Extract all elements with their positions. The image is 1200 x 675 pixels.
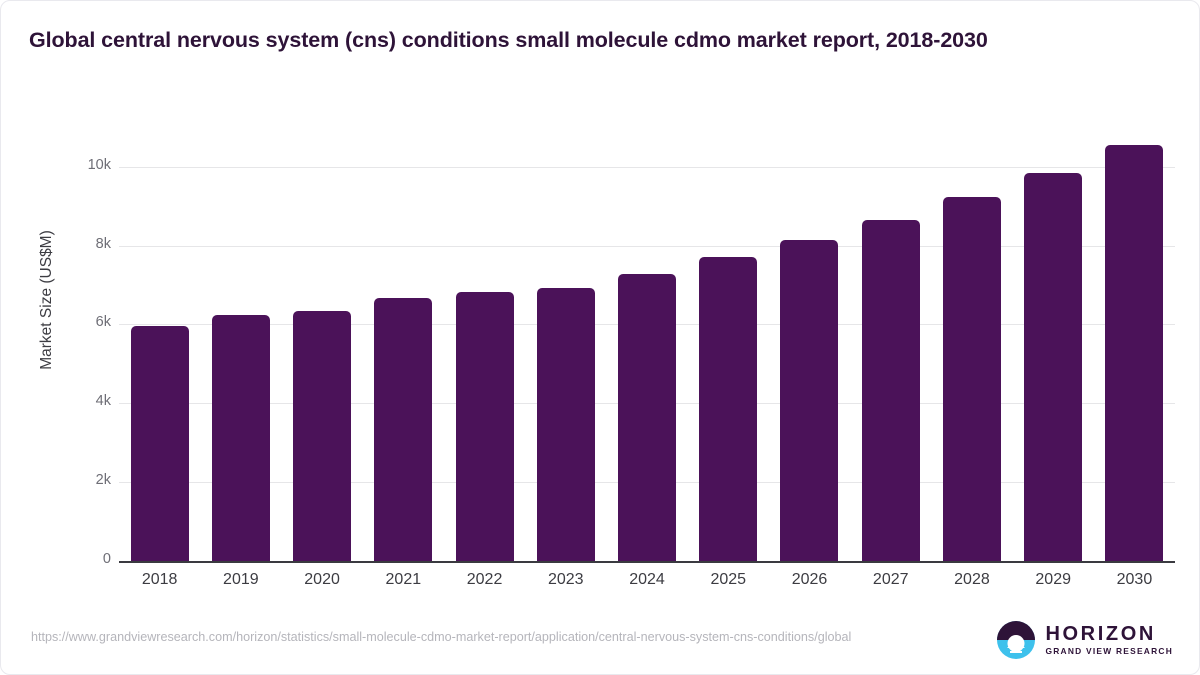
logo-text-block: HORIZON GRAND VIEW RESEARCH <box>1045 624 1173 655</box>
y-tick-label: 8k <box>95 235 111 252</box>
bar-slot <box>606 151 687 561</box>
x-tick-label-2021: 2021 <box>385 571 422 588</box>
x-tick-label-2024: 2024 <box>629 571 665 588</box>
bar-2019[interactable] <box>211 314 270 561</box>
x-tick-label-2030: 2030 <box>1116 571 1153 588</box>
bar-2027[interactable] <box>861 219 920 561</box>
bar-2018[interactable] <box>130 326 189 561</box>
bar-slot <box>850 151 931 561</box>
bar-2022[interactable] <box>455 291 514 561</box>
y-tick-label: 2k <box>95 472 111 489</box>
y-tick-label: 0 <box>102 551 111 567</box>
logo-sun-shape <box>1007 634 1025 652</box>
y-tick-label: 4k <box>95 393 111 410</box>
bar-2029[interactable] <box>1024 172 1083 561</box>
horizon-logo: HORIZON GRAND VIEW RESEARCH <box>997 621 1173 659</box>
bar-slot <box>119 151 200 561</box>
x-axis-line <box>119 561 1175 563</box>
bar-2021[interactable] <box>374 298 433 561</box>
gridline-row: 8k <box>75 236 1175 252</box>
bar-slot <box>931 151 1012 561</box>
bar-slot <box>525 151 606 561</box>
bar-2023[interactable] <box>536 287 595 561</box>
bar-slot <box>200 151 281 561</box>
bar-slot <box>444 151 525 561</box>
x-tick-label-2025: 2025 <box>710 571 747 588</box>
x-tick-label-2020: 2020 <box>304 571 340 588</box>
bar-2026[interactable] <box>780 239 839 561</box>
bar-slot <box>1094 145 1175 561</box>
bar-2028[interactable] <box>942 196 1001 561</box>
bar-slot <box>1013 151 1094 561</box>
page-title: Global central nervous system (cns) cond… <box>29 28 988 52</box>
logo-ray-1 <box>1007 646 1025 649</box>
gridline-row: 0 <box>75 551 1175 567</box>
x-tick-label-2022: 2022 <box>466 571 503 588</box>
source-url[interactable]: https://www.grandviewresearch.com/horizo… <box>31 630 852 644</box>
y-tick-label: 6k <box>95 314 111 331</box>
bar-slot <box>363 151 444 561</box>
plot-bars <box>119 145 1175 561</box>
logo-name: HORIZON <box>1045 623 1156 646</box>
y-axis-title: Market Size (US$M) <box>38 230 55 370</box>
y-tick-label: 10k <box>87 156 111 173</box>
horizon-sun-circle-icon <box>997 621 1036 659</box>
logo-top-half <box>997 621 1036 640</box>
logo-subtitle: GRAND VIEW RESEARCH <box>1045 646 1173 657</box>
x-tick-label-2019: 2019 <box>223 571 259 588</box>
x-axis-labels: 2018 2019 2020 2021 2022 2023 2024 2025 2026 2027… <box>119 571 1175 589</box>
logo-ray-2 <box>1010 651 1023 653</box>
x-tick-label-2018: 2018 <box>141 571 178 588</box>
x-tick-label-2023: 2023 <box>547 571 584 588</box>
gridline <box>119 245 1175 247</box>
bar-slot <box>688 151 769 561</box>
bar-2020[interactable] <box>293 310 352 561</box>
gridline-row: 10k <box>75 157 1175 173</box>
x-tick-label-2027: 2027 <box>872 571 909 588</box>
bar-slot <box>769 151 850 561</box>
bar-slot <box>281 151 362 561</box>
gridline <box>119 166 1175 168</box>
bar-2030[interactable] <box>1105 145 1164 561</box>
x-tick-label-2028: 2028 <box>954 571 990 588</box>
x-tick-label-2026: 2026 <box>791 571 828 588</box>
bar-2024[interactable] <box>618 274 677 561</box>
bar-2025[interactable] <box>699 257 758 561</box>
x-tick-label-2029: 2029 <box>1035 571 1071 588</box>
